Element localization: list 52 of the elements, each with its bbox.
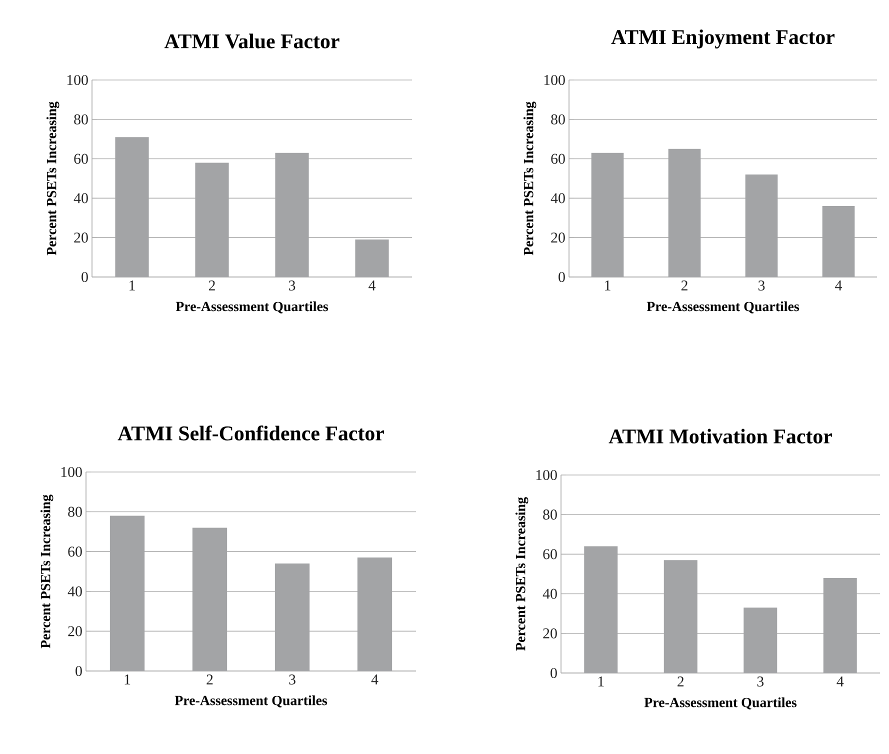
y-tick-label: 100 (67, 74, 88, 86)
x-tick-label: 4 (368, 280, 376, 290)
x-tick-label: 3 (288, 280, 296, 291)
x-axis-title: Pre-Assessment Quartiles (646, 301, 800, 314)
x-tick-label: 1 (124, 674, 130, 684)
x-tick-label: 1 (605, 280, 610, 290)
y-tick-label: 80 (543, 510, 557, 520)
chart-title: ATMI Self-Confidence Factor (118, 426, 384, 440)
x-axis-title: Pre-Assessment Quartiles (176, 301, 328, 314)
x-tick-label: 4 (835, 280, 842, 290)
y-tick-label: 80 (68, 506, 82, 517)
y-tick-label: 20 (68, 626, 82, 636)
y-tick-label: 0 (76, 666, 82, 676)
x-tick-label: 2 (206, 674, 213, 684)
y-axis-title: Percent PSETs Increasing (40, 494, 54, 648)
y-tick-label: 20 (551, 232, 565, 243)
x-axis-title: Pre-Assessment Quartiles (644, 697, 797, 710)
y-tick-label: 40 (542, 588, 557, 599)
y-tick-label: 60 (543, 549, 557, 560)
x-tick-label: 3 (289, 674, 296, 685)
chart-title: ATMI Motivation Factor (608, 428, 832, 444)
y-tick-label: 40 (68, 586, 82, 596)
x-tick-label: 1 (130, 280, 135, 290)
y-axis-title: Percent PSETs Increasing (515, 497, 528, 651)
y-tick-label: 0 (82, 272, 88, 282)
y-axis-title: Percent PSETs Increasing (523, 102, 536, 256)
chart-title: ATMI Enjoyment Factor (611, 29, 834, 48)
y-tick-label: 100 (536, 470, 557, 480)
y-tick-label: 40 (74, 193, 88, 204)
x-tick-label: 3 (757, 676, 764, 687)
y-axis-title: Percent PSETs Increasing (46, 102, 60, 256)
y-tick-label: 80 (551, 114, 565, 124)
y-tick-label: 60 (68, 546, 82, 557)
y-tick-label: 60 (551, 154, 565, 164)
x-tick-label: 2 (678, 676, 684, 686)
x-tick-label: 2 (681, 280, 688, 290)
y-tick-label: 100 (544, 74, 565, 86)
y-tick-label: 40 (550, 193, 565, 204)
x-tick-label: 4 (371, 674, 378, 684)
x-tick-label: 2 (208, 280, 215, 290)
x-tick-label: 4 (836, 676, 844, 686)
x-tick-label: 1 (598, 676, 604, 686)
x-axis-title: Pre-Assessment Quartiles (174, 695, 328, 708)
y-tick-label: 100 (61, 466, 82, 478)
y-tick-label: 0 (558, 272, 565, 282)
y-tick-label: 20 (543, 628, 557, 638)
y-tick-label: 20 (74, 232, 88, 243)
chart-title: ATMI Value Factor (164, 34, 340, 48)
y-tick-label: 80 (74, 114, 88, 124)
y-tick-label: 0 (550, 668, 557, 678)
x-tick-label: 3 (758, 280, 765, 291)
y-tick-label: 60 (74, 154, 88, 164)
